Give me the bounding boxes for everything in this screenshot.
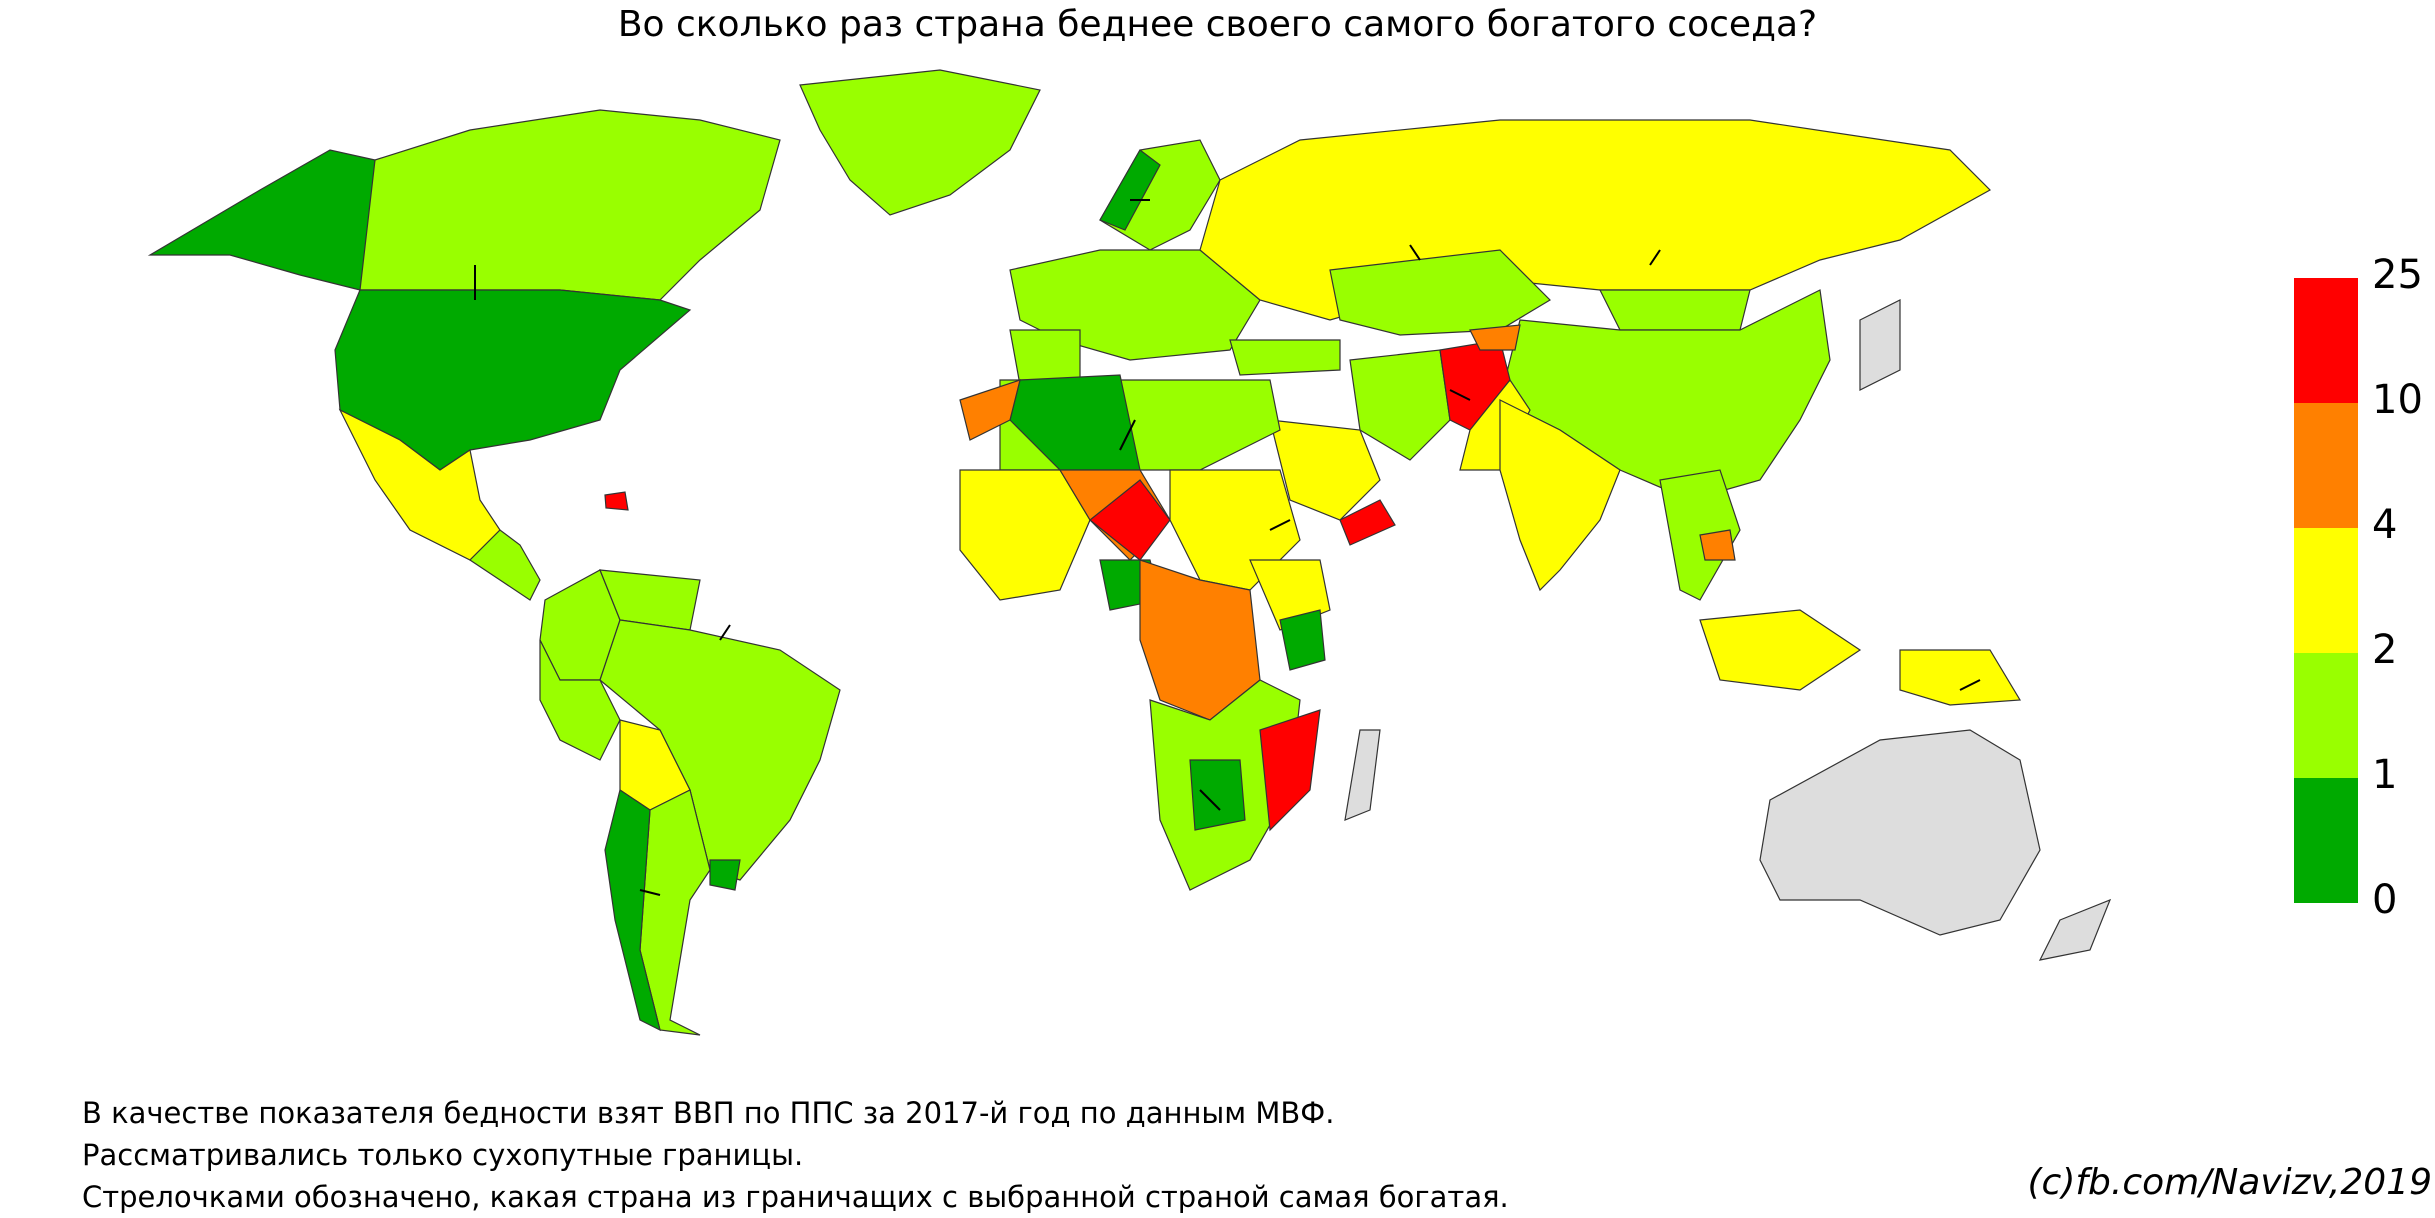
arrow-icon xyxy=(1959,679,1981,691)
arrow-icon xyxy=(1409,244,1421,261)
credit-text: (c)fb.com/Navizv,2019 xyxy=(2027,1162,2433,1203)
arrow-icon xyxy=(1199,789,1221,811)
arrow-icon xyxy=(1119,419,1136,451)
country-haiti xyxy=(604,491,629,511)
legend-label: 1 xyxy=(2372,752,2398,798)
country-new-zealand-no-data xyxy=(2038,898,2112,961)
country-morocco xyxy=(959,379,1021,441)
legend-bin-0-1 xyxy=(2294,778,2358,903)
legend-label: 10 xyxy=(2372,377,2423,423)
country-uruguay xyxy=(709,859,741,891)
legend-label: 25 xyxy=(2372,252,2423,298)
footnote-line: Стрелочками обозначено, какая страна из … xyxy=(82,1180,1509,1214)
country-spain-portugal xyxy=(1009,329,1081,386)
footnote-line: В качестве показателя бедности взят ВВП … xyxy=(82,1096,1335,1130)
arrow-icon xyxy=(1449,389,1471,401)
country-norway xyxy=(1099,149,1161,231)
country-turkey xyxy=(1229,339,1341,376)
country-mongolia xyxy=(1599,289,1751,331)
arrow-icon xyxy=(1649,249,1661,266)
country-tajikistan xyxy=(1469,324,1521,351)
legend-bin-1-2 xyxy=(2294,653,2358,778)
country-zambia-zimbabwe xyxy=(1189,759,1246,831)
arrow-icon xyxy=(639,889,661,896)
arrow-icon xyxy=(719,624,731,641)
country-kenya xyxy=(1279,609,1326,671)
legend-label: 0 xyxy=(2372,877,2398,923)
country-peru xyxy=(539,639,621,761)
country-japan-no-data xyxy=(1859,299,1901,391)
legend-label: 4 xyxy=(2372,502,2398,548)
country-chile xyxy=(604,789,661,1032)
country-papua-new-guinea xyxy=(1899,649,2022,706)
country-saudi-arabia xyxy=(1269,419,1381,521)
legend-bin-2-4 xyxy=(2294,528,2358,653)
legend-bin-4-10 xyxy=(2294,403,2358,528)
neighbor-arrows xyxy=(474,199,1981,896)
arrow-icon xyxy=(1269,519,1291,531)
country-cambodia xyxy=(1699,529,1736,561)
country-canada xyxy=(354,109,781,301)
footnotes: В качестве показателя бедности взят ВВП … xyxy=(82,1092,1509,1218)
footnote-line: Рассматривались только сухопутные границ… xyxy=(82,1138,804,1172)
country-yemen xyxy=(1339,499,1396,546)
country-russia xyxy=(1199,119,1991,321)
country-mozambique xyxy=(1259,709,1321,832)
country-alaska-usa xyxy=(147,149,376,291)
country-brazil xyxy=(599,619,841,881)
country-australia-no-data xyxy=(1759,729,2041,936)
legend-bin-10-25 xyxy=(2294,278,2358,403)
country-greenland xyxy=(799,69,1041,216)
country-iran xyxy=(1349,349,1451,461)
country-india xyxy=(1499,399,1621,592)
map-title: Во сколько раз страна беднее своего само… xyxy=(617,4,1818,45)
country-madagascar-no-data xyxy=(1344,729,1381,821)
country-central-america xyxy=(469,529,541,601)
country-indonesia xyxy=(1699,609,1862,691)
country-west-africa xyxy=(959,469,1091,601)
color-legend xyxy=(2294,278,2358,903)
legend-label: 2 xyxy=(2372,627,2398,673)
country-mexico xyxy=(338,408,501,561)
